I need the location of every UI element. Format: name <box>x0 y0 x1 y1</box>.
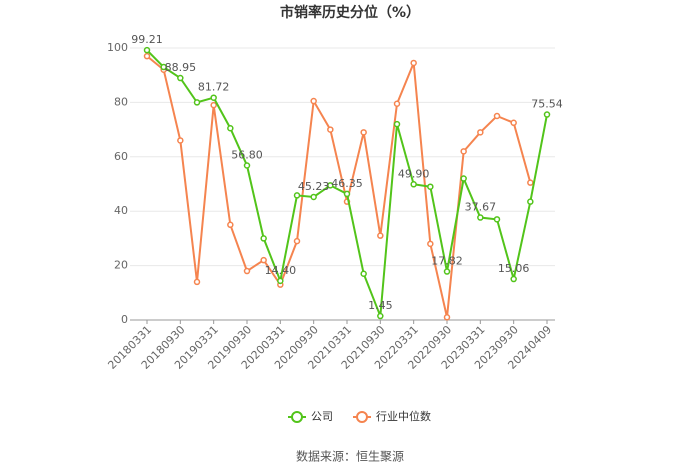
point <box>393 120 401 128</box>
point <box>477 129 484 136</box>
point <box>310 193 317 201</box>
point <box>460 148 467 155</box>
value-label: 17.82 <box>431 255 463 268</box>
point <box>227 124 234 132</box>
point <box>443 268 451 275</box>
value-label: 1.45 <box>368 299 393 312</box>
point <box>393 100 401 108</box>
point <box>193 99 201 106</box>
value-label: 49.90 <box>398 167 430 180</box>
y-tick-label: 60 <box>114 150 128 163</box>
y-tick-label: 100 <box>107 41 128 54</box>
point <box>427 183 434 190</box>
point <box>460 175 467 182</box>
point <box>260 256 267 264</box>
value-label: 81.72 <box>198 81 230 94</box>
point <box>227 221 234 229</box>
value-label: 15.06 <box>498 262 530 275</box>
chart-title: 市销率历史分位（%） <box>280 4 420 21</box>
point <box>343 190 351 198</box>
series-line <box>146 55 532 318</box>
legend-label: 公司 <box>311 410 333 423</box>
point <box>360 129 367 136</box>
point <box>327 126 334 133</box>
value-label: 75.54 <box>531 98 563 111</box>
point <box>243 267 251 275</box>
point <box>143 46 151 54</box>
point <box>377 312 384 320</box>
point <box>327 182 334 189</box>
point <box>510 119 517 127</box>
point <box>177 137 184 144</box>
point <box>410 181 417 188</box>
point <box>443 314 451 321</box>
point <box>477 214 484 221</box>
point <box>210 101 217 109</box>
point <box>260 235 267 242</box>
point <box>543 111 551 118</box>
value-label: 56.80 <box>231 149 263 162</box>
y-tick-label: 40 <box>114 204 128 217</box>
point <box>210 94 217 101</box>
point <box>243 162 251 169</box>
point <box>427 240 434 248</box>
point <box>510 275 517 283</box>
legend-item: 公司 <box>288 410 333 423</box>
source: 数据来源：恒生聚源 <box>296 449 404 464</box>
value-label: 99.21 <box>131 33 163 46</box>
value-label: 46.35 <box>331 177 363 190</box>
point <box>377 232 384 239</box>
value-label: 88.95 <box>165 61 197 74</box>
point <box>527 179 534 186</box>
legend-label: 行业中位数 <box>376 409 431 423</box>
point <box>143 52 151 60</box>
legend-item: 行业中位数 <box>353 409 431 423</box>
legend-marker <box>356 411 368 423</box>
y-tick-label: 80 <box>114 95 128 108</box>
point <box>493 216 501 223</box>
point <box>293 192 301 199</box>
point <box>293 237 301 245</box>
point <box>527 198 534 205</box>
point <box>310 97 317 105</box>
legend-marker <box>291 411 303 423</box>
value-label: 37.67 <box>465 201 497 214</box>
point <box>360 270 367 278</box>
value-label: 45.23 <box>298 180 330 193</box>
point <box>160 63 167 71</box>
point <box>177 74 184 82</box>
point <box>277 277 284 285</box>
y-tick-label: 0 <box>121 313 128 326</box>
point <box>493 112 501 120</box>
point <box>193 278 201 286</box>
point <box>410 59 417 67</box>
value-label: 14.40 <box>265 264 297 277</box>
y-tick-label: 20 <box>114 259 128 272</box>
